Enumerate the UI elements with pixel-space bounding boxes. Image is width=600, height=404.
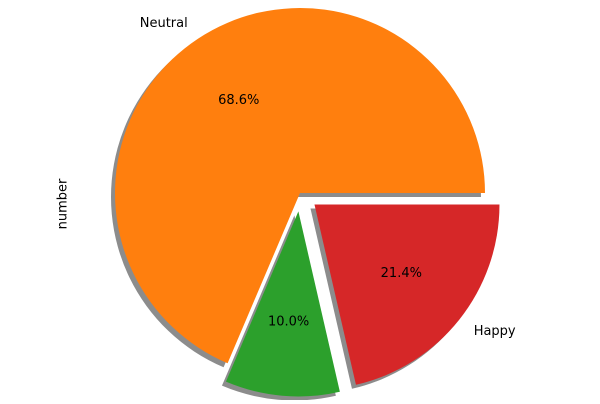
slice [114,7,485,364]
y-axis-label: number [56,178,71,229]
slice [225,211,340,397]
slice-label: Neutral [140,16,188,31]
value-label: 68.6% [218,93,259,108]
slice [314,204,500,385]
value-label: 10.0% [268,314,309,329]
value-label: 21.4% [381,266,422,281]
slice-label: Happy [474,324,516,339]
